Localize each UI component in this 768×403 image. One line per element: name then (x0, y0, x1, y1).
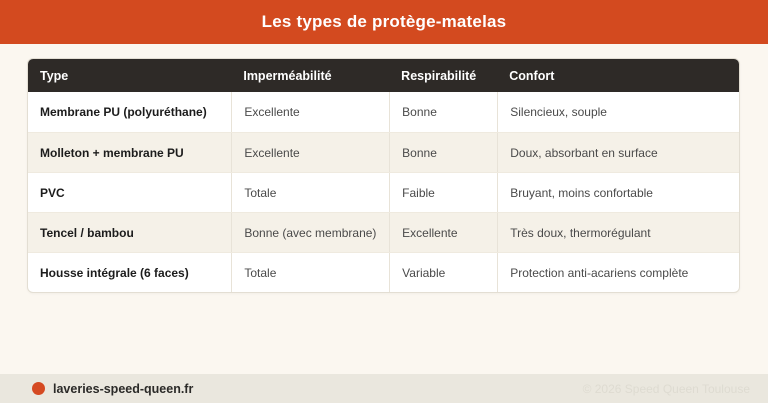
cell-type: Housse intégrale (6 faces) (40, 265, 189, 280)
column-header-confort: Confort (509, 68, 555, 83)
cell-confort: Protection anti-acariens complète (497, 253, 739, 292)
cell-type: Tencel / bambou (40, 225, 134, 240)
cell-type: PVC (40, 185, 65, 200)
table-row: Housse intégrale (6 faces) Totale Variab… (28, 252, 739, 292)
table-row: Membrane PU (polyuréthane) Excellente Bo… (28, 92, 739, 132)
table-header-row: Type Imperméabilité Respirabilité Confor… (28, 59, 739, 92)
cell-confort: Bruyant, moins confortable (497, 173, 739, 212)
cell-confort: Silencieux, souple (497, 92, 739, 132)
copyright-text: © 2026 Speed Queen Toulouse (582, 381, 750, 396)
table-row: Molleton + membrane PU Excellente Bonne … (28, 132, 739, 172)
top-banner: Les types de protège-matelas (0, 0, 768, 44)
page-title: Les types de protège-matelas (261, 12, 507, 31)
table-row: Tencel / bambou Bonne (avec membrane) Ex… (28, 212, 739, 252)
cell-type: Membrane PU (polyuréthane) (40, 105, 207, 119)
cell-impermeabilite: Excellente (231, 133, 389, 172)
cell-impermeabilite: Excellente (231, 92, 389, 132)
cell-confort: Très doux, thermorégulant (497, 213, 739, 252)
cell-respirabilite: Faible (389, 173, 497, 212)
cell-respirabilite: Variable (389, 253, 497, 292)
footer-bar: laveries-speed-queen.fr © 2026 Speed Que… (0, 374, 768, 403)
cell-respirabilite: Excellente (389, 213, 497, 252)
column-header-respirabilite: Respirabilité (401, 68, 477, 83)
cell-confort: Doux, absorbant en surface (497, 133, 739, 172)
column-header-type: Type (40, 68, 69, 83)
cell-impermeabilite: Totale (231, 173, 389, 212)
site-link[interactable]: laveries-speed-queen.fr (53, 381, 194, 396)
brand-dot-icon (32, 382, 45, 395)
cell-type: Molleton + membrane PU (40, 145, 184, 160)
cell-impermeabilite: Bonne (avec membrane) (231, 213, 389, 252)
column-header-impermeabilite: Imperméabilité (243, 68, 332, 83)
cell-respirabilite: Bonne (389, 92, 497, 132)
cell-impermeabilite: Totale (231, 253, 389, 292)
table-row: PVC Totale Faible Bruyant, moins confort… (28, 172, 739, 212)
cell-respirabilite: Bonne (389, 133, 497, 172)
mattress-protector-table: Type Imperméabilité Respirabilité Confor… (27, 58, 740, 293)
